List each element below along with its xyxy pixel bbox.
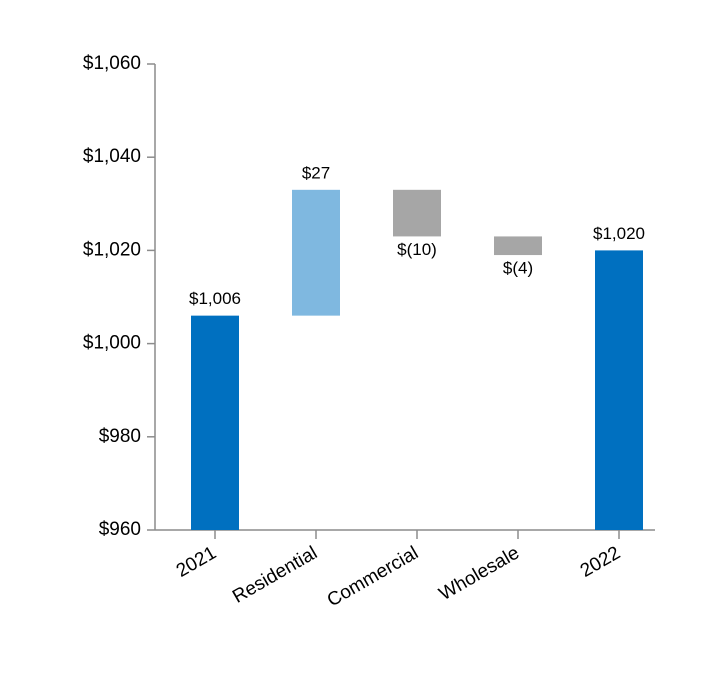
x-tick-label: Wholesale (436, 542, 523, 605)
y-tick-label: $1,060 (83, 53, 141, 74)
x-tick-label: Commercial (324, 542, 422, 611)
value-label: $(4) (503, 259, 533, 278)
x-tick-label: Residential (229, 542, 321, 607)
x-tick-label: 2021 (173, 542, 220, 581)
value-label: $(10) (397, 240, 437, 259)
y-tick-label: $960 (99, 519, 141, 540)
bar (393, 189, 441, 237)
y-tick-label: $1,000 (83, 333, 141, 354)
y-tick-label: $1,040 (83, 146, 141, 167)
value-label: $1,020 (593, 224, 645, 243)
bar (595, 250, 643, 530)
y-tick-label: $980 (99, 426, 141, 447)
value-label: $1,006 (189, 289, 241, 308)
value-label: $27 (302, 163, 330, 182)
bar (494, 236, 542, 256)
y-tick-label: $1,020 (83, 239, 141, 260)
bar (191, 315, 239, 530)
bar (292, 189, 340, 316)
x-tick-label: 2022 (577, 542, 624, 581)
